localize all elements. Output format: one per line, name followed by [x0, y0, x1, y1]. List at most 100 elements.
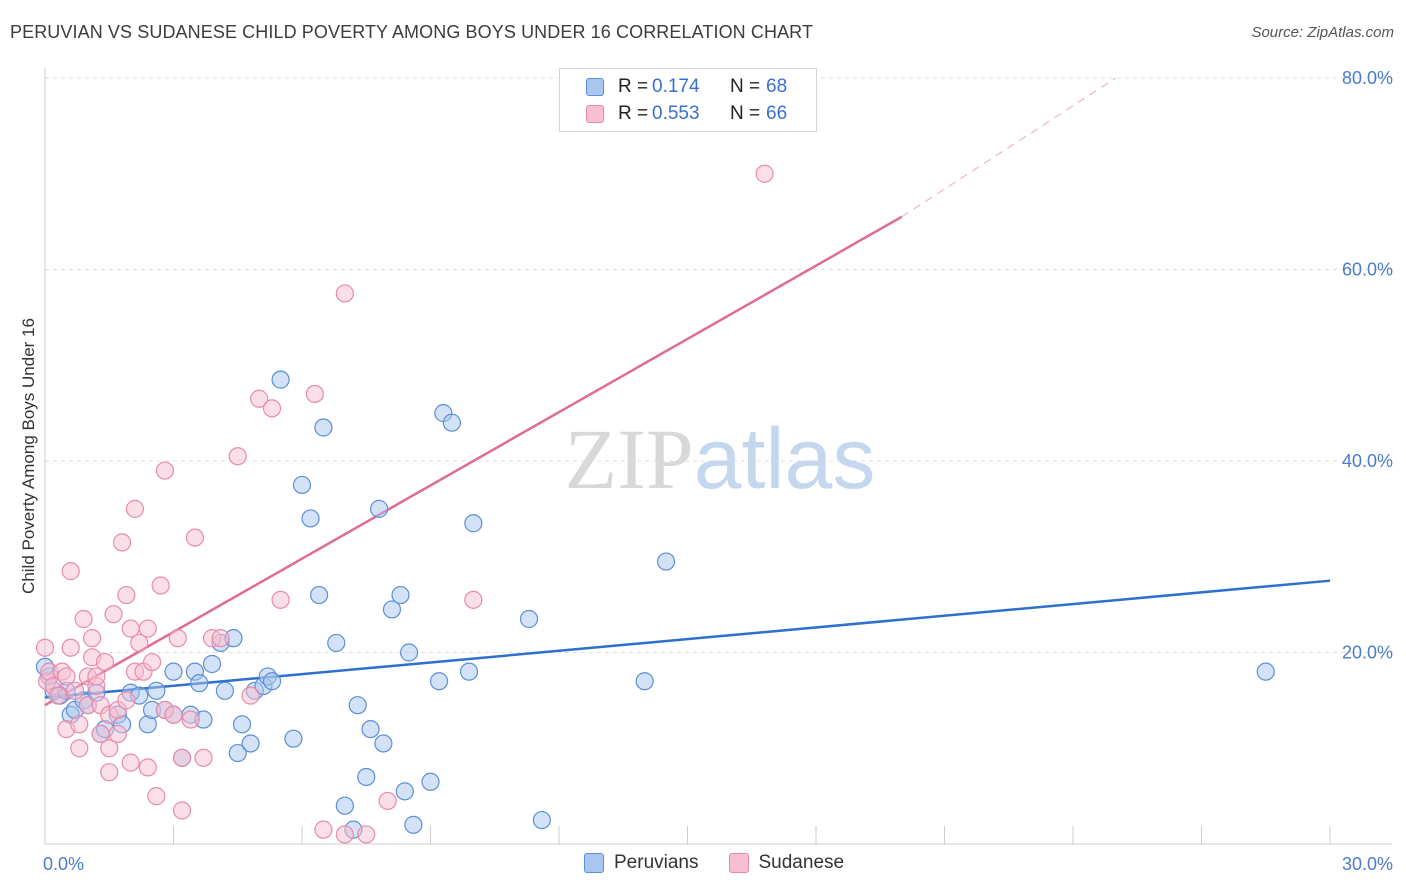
- axes: [44, 68, 1392, 845]
- legend-item-peruvians: Peruvians: [584, 852, 699, 874]
- peruvians-point: [262, 672, 282, 691]
- legend-label-sudanese: Sudanese: [758, 852, 845, 873]
- peruvians-point: [164, 662, 183, 681]
- tick-labels: 20.0% 40.0% 60.0% 80.0% 0.0% 30.0%: [43, 68, 1393, 874]
- n-value: 68: [766, 76, 788, 97]
- chart-title: PERUVIAN VS SUDANESE CHILD POVERTY AMONG…: [10, 22, 814, 42]
- sudanese-point: [35, 638, 55, 657]
- peruvians-point: [190, 674, 209, 693]
- r-label: R =: [618, 103, 649, 124]
- peruvians-point: [147, 681, 166, 700]
- sudanese-point: [100, 739, 119, 758]
- sudanese-trend-line: [44, 215, 903, 707]
- peruvians-point: [241, 734, 260, 753]
- peruvians-point: [357, 767, 376, 787]
- y-tick-label: 40.0%: [1342, 451, 1393, 471]
- sudanese-point: [70, 739, 89, 758]
- peruvians-point: [429, 672, 449, 691]
- sudanese-point: [65, 681, 85, 700]
- sudanese-point: [168, 629, 187, 648]
- sudanese-point: [138, 758, 157, 777]
- sudanese-point: [61, 638, 80, 657]
- sudanese-trend-extension: [901, 77, 1117, 218]
- sudanese-point: [357, 825, 376, 844]
- y-tick-label: 80.0%: [1342, 68, 1393, 88]
- sudanese-point: [121, 753, 140, 772]
- sudanese-point: [48, 686, 67, 705]
- peruvians-point: [232, 715, 252, 734]
- r-label: R =: [618, 76, 649, 97]
- watermark: ZIPatlas: [565, 411, 876, 507]
- sudanese-point: [250, 389, 269, 408]
- peruvians-point: [327, 633, 346, 653]
- n-value: 66: [766, 103, 788, 124]
- sudanese-point: [335, 825, 354, 844]
- sudanese-point: [185, 528, 205, 547]
- source-label: Source: ZipAtlas.com: [1251, 24, 1394, 41]
- sudanese-point: [211, 629, 230, 648]
- peruvians-point: [442, 413, 462, 432]
- peruvians-point: [292, 475, 312, 495]
- sudanese-point: [130, 633, 149, 653]
- sudanese-point: [95, 652, 115, 672]
- sudanese-point: [262, 399, 282, 418]
- peruvians-point: [459, 662, 479, 681]
- sudanese-point: [314, 820, 333, 839]
- sudanese-point: [142, 652, 162, 672]
- peruvians-swatch: [584, 853, 604, 873]
- n-label: N =: [730, 103, 761, 124]
- peruvians-point: [1256, 662, 1275, 681]
- trend-lines: [44, 77, 1331, 707]
- sudanese-point: [138, 619, 157, 638]
- peruvians-point: [395, 782, 414, 801]
- sudanese-point: [117, 585, 136, 605]
- y-tick-label: 60.0%: [1342, 260, 1393, 280]
- data-points: [35, 164, 1275, 844]
- r-value: 0.553: [652, 103, 700, 124]
- peruvians-point: [464, 514, 483, 533]
- peruvians-point: [301, 509, 320, 528]
- peruvians-point: [421, 772, 440, 791]
- peruvians-point: [284, 729, 303, 748]
- sudanese-point: [57, 667, 76, 686]
- peruvians-point: [228, 743, 247, 763]
- sudanese-point: [147, 787, 166, 806]
- sudanese-point: [755, 164, 774, 183]
- peruvians-point: [314, 418, 333, 437]
- peruvians-point: [370, 499, 389, 518]
- sudanese-point: [87, 667, 106, 686]
- peruvians-point: [271, 370, 290, 389]
- peruvians-point: [519, 609, 539, 629]
- legend-item-sudanese: Sudanese: [728, 852, 845, 874]
- peruvians-swatch: [586, 78, 604, 96]
- peruvians-point: [361, 719, 380, 739]
- grid-lines: [45, 77, 1392, 653]
- n-label: N =: [730, 76, 761, 97]
- peruvians-point: [404, 815, 423, 834]
- sudanese-point: [74, 609, 93, 629]
- sudanese-point: [271, 590, 290, 609]
- legend-row-peruvians: R = 0.174 N = 68: [586, 74, 787, 100]
- sudanese-swatch: [728, 853, 749, 873]
- sudanese-point: [108, 724, 127, 743]
- sudanese-point: [83, 629, 102, 648]
- peruvians-point: [532, 810, 551, 830]
- sudanese-point: [104, 605, 123, 624]
- sudanese-point: [181, 710, 200, 729]
- sudanese-point: [172, 801, 192, 820]
- sudanese-point: [194, 748, 213, 767]
- sudanese-point: [155, 461, 175, 480]
- peruvians-point: [382, 600, 402, 619]
- sudanese-point: [125, 499, 145, 518]
- peruvians-point: [335, 796, 354, 815]
- legend-row-sudanese: R = 0.553 N = 66: [586, 101, 787, 127]
- sudanese-point: [100, 763, 119, 782]
- y-tick-label: 20.0%: [1342, 643, 1393, 663]
- y-axis-label: Child Poverty Among Boys Under 16: [19, 318, 38, 594]
- sudanese-point: [117, 691, 136, 710]
- sudanese-point: [305, 384, 324, 404]
- sudanese-point: [241, 686, 260, 705]
- peruvians-point: [348, 696, 367, 715]
- peruvians-point: [374, 734, 393, 753]
